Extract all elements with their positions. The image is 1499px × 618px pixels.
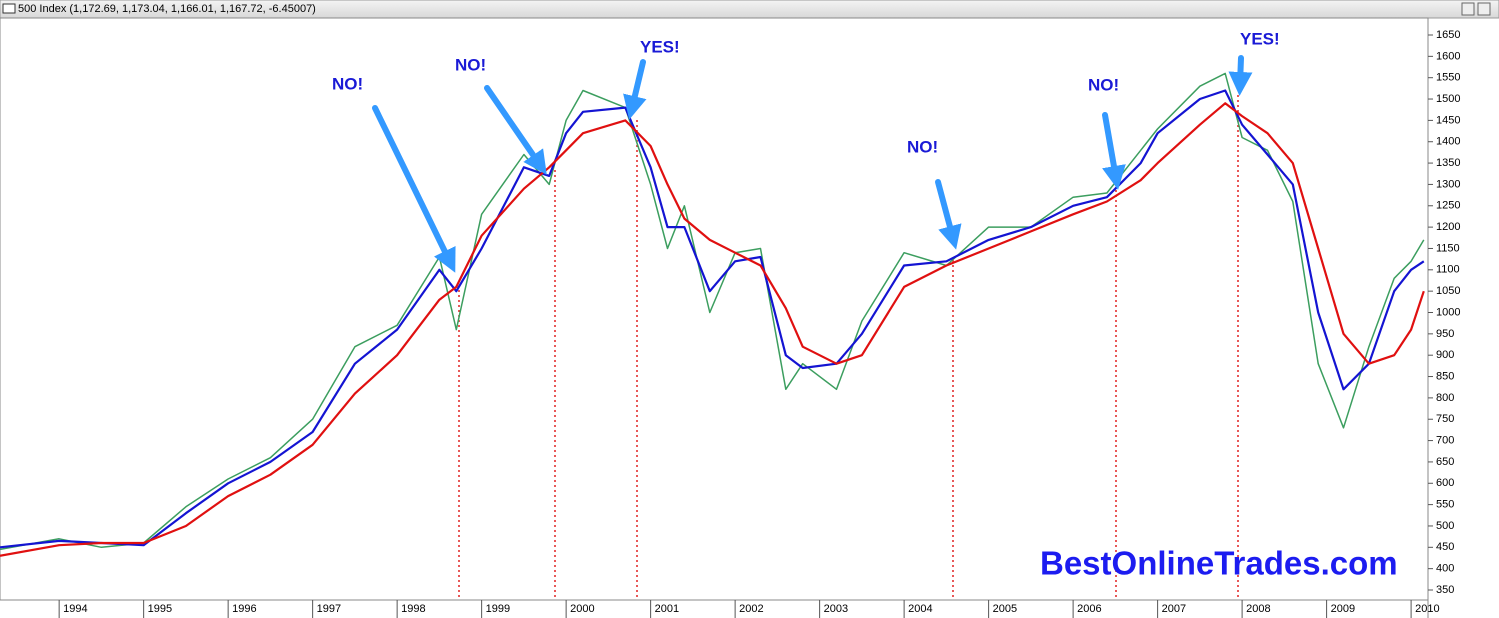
y-tick-label: 1050 xyxy=(1436,285,1460,297)
annotation: NO! xyxy=(907,137,938,156)
y-tick-label: 850 xyxy=(1436,370,1454,382)
y-tick-label: 600 xyxy=(1436,477,1454,489)
restore-button[interactable] xyxy=(1461,2,1475,16)
watermark: BestOnlineTrades.com xyxy=(1040,545,1398,582)
x-tick-label: 2009 xyxy=(1331,603,1355,615)
arrow xyxy=(1228,55,1253,96)
y-tick-label: 500 xyxy=(1436,520,1454,532)
y-tick-label: 1500 xyxy=(1436,93,1460,105)
x-tick-label: 2008 xyxy=(1246,603,1270,615)
x-tick-label: 2010 xyxy=(1415,603,1439,615)
y-tick-label: 1200 xyxy=(1436,221,1460,233)
y-tick-label: 1300 xyxy=(1436,178,1460,190)
annotation: YES! xyxy=(640,37,680,56)
y-tick-label: 1600 xyxy=(1436,50,1460,62)
x-tick-label: 1995 xyxy=(148,603,172,615)
series-line xyxy=(0,89,1425,549)
x-tick-label: 2002 xyxy=(739,603,763,615)
y-tick-label: 1450 xyxy=(1436,114,1460,126)
x-tick-label: 2005 xyxy=(993,603,1017,615)
y-tick-label: 1100 xyxy=(1436,264,1460,276)
annotation: YES! xyxy=(1240,29,1280,48)
x-tick-label: 2001 xyxy=(655,603,679,615)
y-tick-label: 1650 xyxy=(1436,29,1460,41)
x-tick-label: 1998 xyxy=(401,603,425,615)
y-tick-label: 550 xyxy=(1436,499,1454,511)
x-tick-label: 2007 xyxy=(1162,603,1186,615)
x-tick-label: 2006 xyxy=(1077,603,1101,615)
y-tick-label: 900 xyxy=(1436,349,1454,361)
y-tick-label: 1400 xyxy=(1436,136,1460,148)
x-tick-label: 2003 xyxy=(824,603,848,615)
close-button[interactable] xyxy=(1477,2,1491,16)
y-tick-label: 750 xyxy=(1436,413,1454,425)
y-tick-label: 950 xyxy=(1436,328,1454,340)
y-tick-label: 400 xyxy=(1436,563,1454,575)
y-tick-label: 350 xyxy=(1436,584,1454,596)
arrow xyxy=(1102,112,1126,190)
y-tick-label: 800 xyxy=(1436,392,1454,404)
arrow xyxy=(623,59,647,120)
x-tick-label: 1999 xyxy=(486,603,510,615)
arrow xyxy=(935,179,962,250)
y-tick-label: 1150 xyxy=(1436,242,1460,254)
x-tick-label: 1996 xyxy=(232,603,256,615)
header-icon xyxy=(2,3,16,14)
y-tick-label: 1250 xyxy=(1436,200,1460,212)
plot-area xyxy=(0,17,1429,601)
x-tick-label: 2000 xyxy=(570,603,594,615)
annotation: NO! xyxy=(332,74,363,93)
x-tick-label: 1997 xyxy=(317,603,341,615)
y-tick-label: 1000 xyxy=(1436,306,1460,318)
arrow xyxy=(484,85,547,175)
y-tick-label: 1550 xyxy=(1436,72,1460,84)
series-line xyxy=(0,72,1425,551)
y-tick-label: 700 xyxy=(1436,434,1454,446)
y-tick-label: 1350 xyxy=(1436,157,1460,169)
annotation: NO! xyxy=(455,55,486,74)
y-tick-label: 650 xyxy=(1436,456,1454,468)
x-tick-label: 2004 xyxy=(908,603,932,615)
arrow xyxy=(372,105,456,273)
annotation: NO! xyxy=(1088,75,1119,94)
chart-title: 500 Index (1,172.69, 1,173.04, 1,166.01,… xyxy=(18,3,316,15)
x-tick-label: 1994 xyxy=(63,603,87,615)
y-tick-label: 450 xyxy=(1436,541,1454,553)
series-line xyxy=(0,102,1425,557)
